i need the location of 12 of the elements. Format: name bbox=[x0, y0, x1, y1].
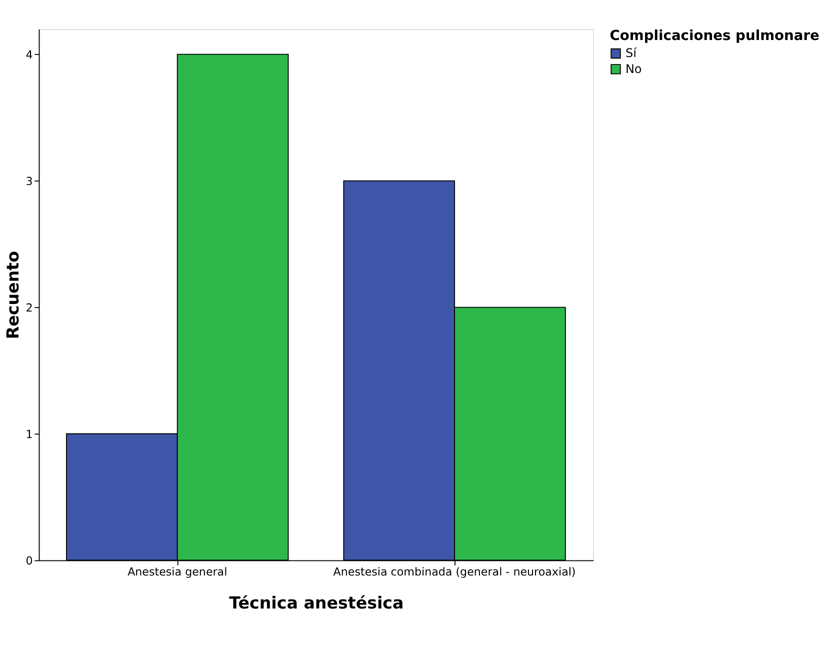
y-tick-label: 1 bbox=[26, 428, 33, 441]
x-tick-label: Anestesia combinada (general - neuroaxial) bbox=[333, 565, 576, 578]
y-tick-label: 4 bbox=[26, 48, 33, 62]
y-tick-label: 0 bbox=[26, 554, 33, 568]
y-tick-label: 2 bbox=[26, 301, 33, 314]
legend-label: No bbox=[625, 62, 642, 76]
legend-title: Complicaciones pulmonare bbox=[610, 28, 820, 44]
y-tick-label: 3 bbox=[26, 174, 33, 188]
legend-label: Sí bbox=[625, 46, 638, 60]
x-tick-label: Anestesia general bbox=[128, 565, 228, 578]
y-axis-title: Recuento bbox=[3, 251, 22, 340]
x-axis-title: Técnica anestésica bbox=[229, 594, 404, 613]
